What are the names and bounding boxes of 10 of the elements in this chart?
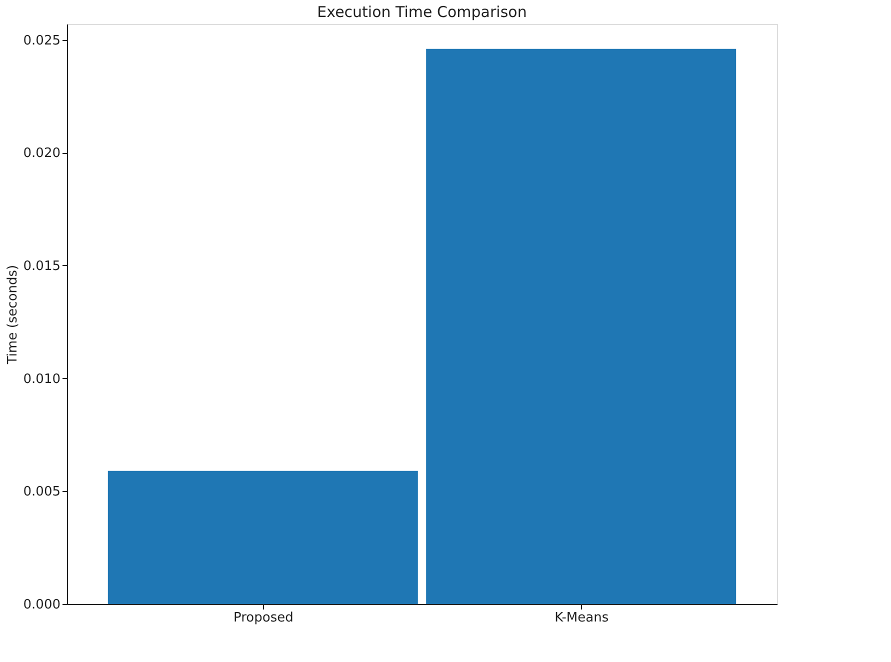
- y-tick-label: 0.015: [23, 258, 60, 274]
- chart-title: Execution Time Comparison: [317, 3, 527, 21]
- y-tick-label: 0.020: [23, 146, 60, 162]
- x-tick-label: Proposed: [233, 610, 294, 626]
- y-tick-label: 0.010: [23, 372, 60, 387]
- y-tick-label: 0.025: [23, 33, 60, 48]
- y-axis-title: Time (seconds): [5, 264, 20, 366]
- x-tick-label: K-Means: [554, 610, 609, 626]
- y-tick-label: 0.000: [23, 598, 60, 612]
- y-tick-label: 0.005: [23, 484, 60, 500]
